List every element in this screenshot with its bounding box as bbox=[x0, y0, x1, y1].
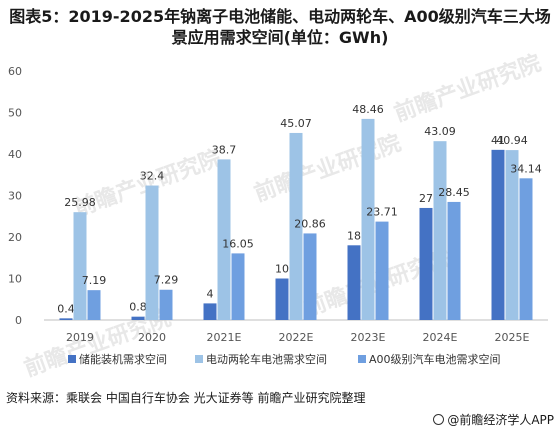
data-label: 25.98 bbox=[64, 196, 96, 209]
legend-label: 电动两轮车电池需求空间 bbox=[206, 352, 327, 366]
y-tick-label: 0 bbox=[15, 314, 22, 327]
bar bbox=[361, 118, 375, 321]
data-label: 0.4 bbox=[57, 302, 75, 315]
bar bbox=[275, 278, 289, 320]
brand-logo-icon bbox=[433, 414, 445, 425]
bar bbox=[145, 185, 159, 320]
data-label: 40.94 bbox=[496, 134, 528, 147]
bar bbox=[131, 316, 145, 320]
bar bbox=[519, 178, 533, 320]
x-tick-label: 2021E bbox=[207, 331, 242, 344]
data-label: 27 bbox=[419, 192, 433, 205]
data-label: 20.86 bbox=[294, 217, 326, 230]
x-tick-label: 2024E bbox=[423, 331, 458, 344]
watermark-text: 前瞻产业研究院 bbox=[391, 50, 545, 127]
bar bbox=[159, 289, 173, 320]
bar bbox=[447, 201, 461, 320]
data-label: 7.19 bbox=[82, 274, 107, 287]
data-label: 48.46 bbox=[352, 103, 384, 116]
bar bbox=[375, 221, 389, 320]
y-tick-label: 40 bbox=[8, 148, 22, 161]
data-label: 43.09 bbox=[424, 125, 456, 138]
data-label: 38.7 bbox=[212, 143, 237, 156]
bar bbox=[505, 150, 519, 320]
bar bbox=[203, 303, 217, 320]
data-label: 41 bbox=[491, 134, 505, 147]
x-tick-label: 2019 bbox=[66, 331, 94, 344]
legend-swatch bbox=[68, 355, 76, 363]
bar bbox=[217, 159, 231, 320]
bar bbox=[419, 207, 433, 320]
bar bbox=[347, 245, 361, 320]
data-label: 16.05 bbox=[222, 237, 254, 250]
bar bbox=[433, 141, 447, 320]
y-tick-label: 50 bbox=[8, 107, 22, 120]
data-label: 0.8 bbox=[129, 301, 147, 314]
y-tick-label: 10 bbox=[8, 273, 22, 286]
y-tick-label: 60 bbox=[8, 65, 22, 78]
bar bbox=[289, 132, 303, 320]
brand-credit: @前瞻经济学人APP bbox=[433, 411, 554, 428]
y-tick-label: 20 bbox=[8, 231, 22, 244]
x-tick-label: 2020 bbox=[138, 331, 166, 344]
data-label: 32.4 bbox=[140, 170, 165, 183]
data-label: 34.14 bbox=[510, 162, 542, 175]
legend-swatch bbox=[195, 355, 203, 363]
data-label: 45.07 bbox=[280, 117, 312, 130]
legend-swatch bbox=[358, 355, 366, 363]
x-tick-label: 2025E bbox=[495, 331, 530, 344]
legend-label: A00级别汽车电池需求空间 bbox=[369, 352, 501, 366]
bar bbox=[73, 212, 87, 320]
data-label: 23.71 bbox=[366, 206, 398, 219]
data-label: 18 bbox=[347, 229, 361, 242]
chart-title: 图表5：2019-2025年钠离子电池储能、电动两轮车、A00级别汽车三大场景应… bbox=[9, 7, 551, 47]
y-tick-label: 30 bbox=[8, 190, 22, 203]
bar bbox=[231, 253, 245, 320]
data-label: 4 bbox=[207, 287, 214, 300]
x-tick-label: 2022E bbox=[279, 331, 314, 344]
bar bbox=[491, 149, 505, 320]
x-tick-label: 2023E bbox=[351, 331, 386, 344]
bar bbox=[87, 290, 101, 320]
data-label: 10 bbox=[275, 263, 289, 276]
bar bbox=[303, 233, 317, 320]
bar bbox=[59, 318, 73, 320]
brand-text: @前瞻经济学人APP bbox=[447, 413, 554, 427]
source-note: 资料来源：乘联会 中国自行车协会 光大证券等 前瞻产业研究院整理 bbox=[6, 391, 366, 405]
watermark-text: 前瞻产业研究院 bbox=[251, 130, 405, 207]
data-label: 28.45 bbox=[438, 186, 470, 199]
data-label: 7.29 bbox=[154, 274, 179, 287]
legend-label: 储能装机需求空间 bbox=[79, 352, 167, 366]
